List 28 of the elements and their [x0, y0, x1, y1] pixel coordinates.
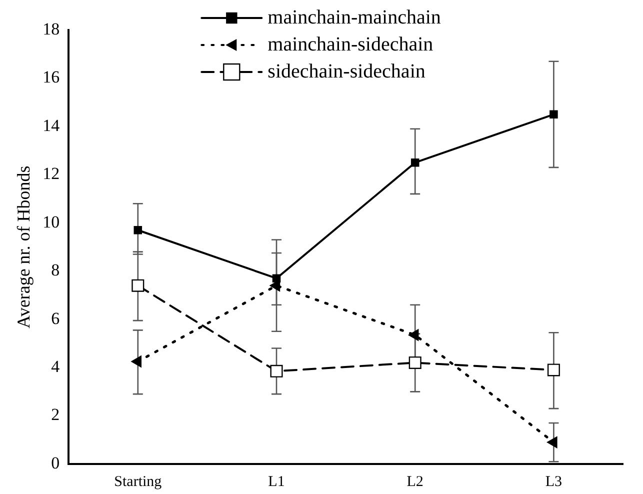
point: [547, 364, 560, 376]
y-tick-label: 12: [42, 164, 60, 184]
y-tick-label: 2: [51, 405, 60, 424]
y-tick-label: 6: [51, 308, 60, 328]
point: [547, 436, 558, 448]
point: [132, 279, 144, 292]
point: [410, 158, 420, 167]
y-axis-title: Average nr. of Hbonds: [14, 166, 34, 328]
x-tick-label: L3: [545, 474, 562, 490]
y-tick-label: 8: [51, 260, 60, 280]
y-tick-label: 18: [42, 19, 60, 38]
y-tick-label: 0: [51, 453, 60, 472]
x-tick-label: Starting: [114, 474, 162, 490]
x-tick-label: L2: [406, 474, 424, 490]
point: [408, 329, 419, 341]
x-tick-label: L1: [268, 474, 285, 490]
point: [134, 226, 142, 234]
legend-label: mainchain-sidechain: [268, 33, 434, 56]
point: [272, 274, 281, 282]
point: [408, 356, 422, 369]
legend-label: sidechain-sidechain: [268, 60, 426, 82]
point: [550, 110, 558, 119]
y-tick-label: 14: [42, 116, 60, 135]
y-tick-label: 4: [51, 357, 60, 376]
y-tick-label: 10: [42, 212, 60, 232]
y-tick-label: 16: [42, 68, 60, 87]
point: [270, 364, 283, 378]
legend-label: mainchain-mainchain: [268, 6, 441, 28]
